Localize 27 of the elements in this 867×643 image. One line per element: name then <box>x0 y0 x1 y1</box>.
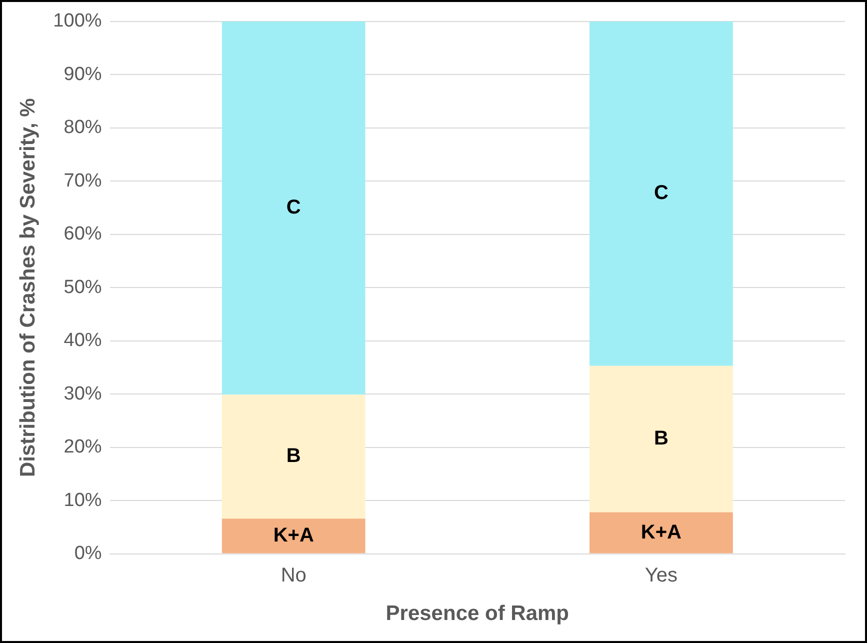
x-tick-label: Yes <box>644 564 678 586</box>
bar <box>222 21 366 395</box>
x-axis-title: Presence of Ramp <box>386 602 570 626</box>
series-label: B <box>286 445 301 468</box>
y-tick-label: 80% <box>64 117 102 138</box>
y-tick-label: 10% <box>64 490 102 511</box>
x-tick-label: No <box>280 564 306 586</box>
y-tick-label: 30% <box>64 383 102 404</box>
y-tick-label: 0% <box>74 543 102 564</box>
y-tick-label: 100% <box>53 10 102 32</box>
y-tick-label: 50% <box>64 276 102 298</box>
y-tick-label: 70% <box>64 170 102 192</box>
bar <box>590 512 733 554</box>
y-tick-label: 20% <box>64 436 102 458</box>
y-tick-label: 60% <box>64 224 102 245</box>
text: B <box>654 428 668 450</box>
bar <box>222 394 366 519</box>
text: K+A <box>640 521 682 544</box>
series-label: C <box>286 196 301 219</box>
series-label: K+A <box>273 524 314 546</box>
y-axis-title: Distribution of Crashes by Severity, % <box>16 98 40 478</box>
bar <box>590 21 733 366</box>
bar <box>590 366 733 512</box>
text: C <box>654 182 668 204</box>
bar <box>222 518 366 554</box>
y-tick-label: 90% <box>64 64 102 85</box>
y-tick-label: 40% <box>64 330 102 352</box>
